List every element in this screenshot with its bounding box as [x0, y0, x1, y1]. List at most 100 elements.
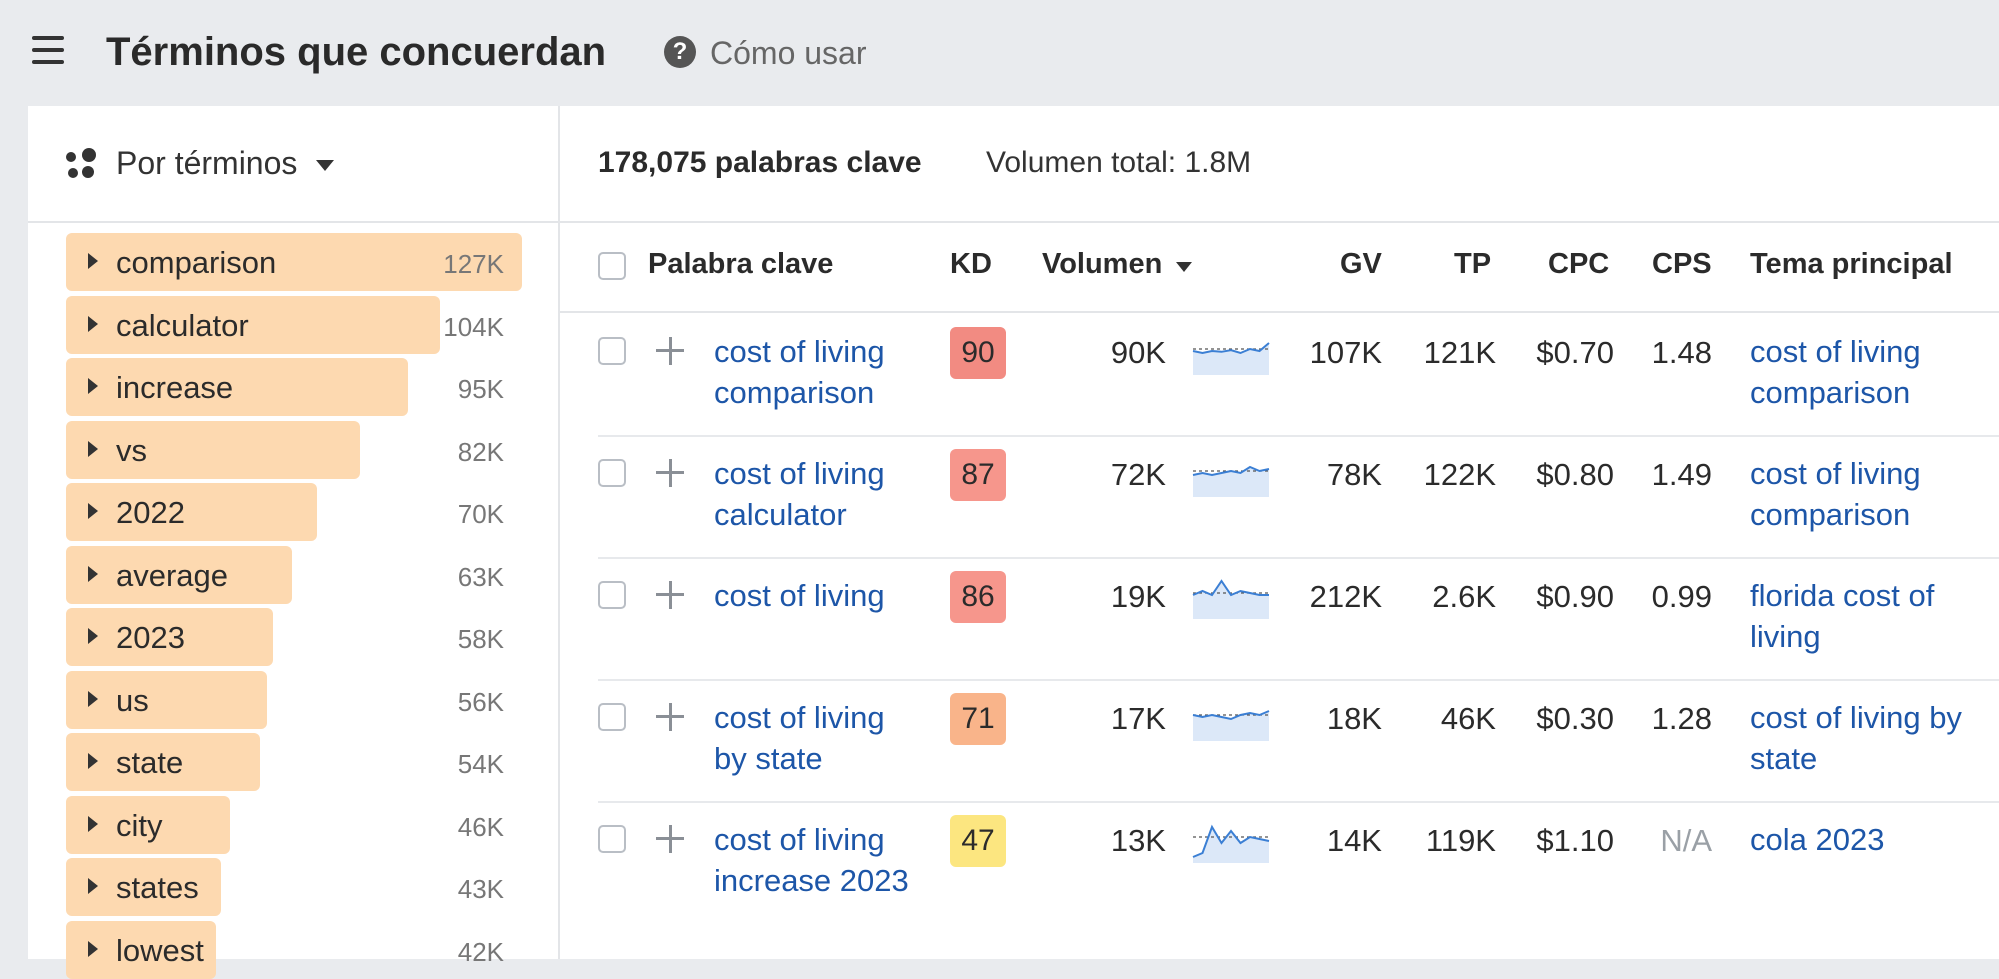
cluster-icon	[66, 148, 100, 180]
trend-line	[1192, 465, 1270, 477]
term-row[interactable]: increase 95K	[66, 358, 522, 416]
row-checkbox[interactable]	[598, 337, 626, 365]
term-row[interactable]: lowest 42K	[66, 920, 522, 979]
cpc-value: $1.10	[1536, 823, 1614, 858]
panel-divider	[558, 106, 560, 959]
expand-arrow-icon[interactable]	[88, 753, 98, 769]
add-keyword-icon[interactable]	[656, 581, 684, 609]
term-label: state	[116, 745, 184, 780]
cps-value: 0.99	[1651, 579, 1712, 614]
term-count: 54K	[457, 749, 504, 779]
term-count: 70K	[457, 499, 504, 529]
add-keyword-icon[interactable]	[656, 825, 684, 853]
parent-topic-link[interactable]: cost of living comparison	[1750, 334, 1921, 410]
row-checkbox[interactable]	[598, 703, 626, 731]
row-divider	[598, 801, 1999, 803]
cpc-value: $0.80	[1536, 457, 1614, 492]
term-count: 43K	[457, 874, 504, 904]
trend-area	[1193, 467, 1269, 497]
expand-arrow-icon[interactable]	[88, 815, 98, 832]
row-divider	[598, 435, 1999, 437]
column-header-keyword[interactable]: Palabra clave	[648, 248, 834, 280]
term-row[interactable]: comparison 127K	[66, 233, 522, 291]
trend-line	[1192, 710, 1270, 721]
term-label: 2022	[116, 495, 185, 530]
keyword-link[interactable]: cost of living comparison	[714, 334, 885, 410]
term-row[interactable]: us 56K	[66, 670, 522, 729]
column-header-cps[interactable]: CPS	[1652, 248, 1712, 280]
tp-value: 2.6K	[1432, 579, 1496, 614]
add-keyword-icon[interactable]	[656, 337, 684, 365]
parent-topic-link[interactable]: florida cost of living	[1750, 578, 1935, 654]
column-header-volume[interactable]: Volumen	[1042, 248, 1163, 280]
trend-sparkline[interactable]	[1192, 571, 1270, 619]
expand-arrow-icon[interactable]	[88, 440, 98, 457]
hamburger-menu-icon[interactable]	[32, 36, 64, 64]
parent-topic-link[interactable]: cost of living comparison	[1750, 456, 1921, 532]
parent-topic-link[interactable]: cola 2023	[1750, 822, 1885, 857]
term-row[interactable]: states 43K	[66, 858, 522, 916]
term-count: 82K	[457, 436, 504, 467]
term-volume-bar	[66, 608, 273, 666]
keyword-link[interactable]: cost of living calculator	[714, 456, 885, 532]
column-header-tp[interactable]: TP	[1454, 248, 1492, 280]
help-icon[interactable]: ?	[664, 36, 696, 68]
term-row[interactable]: city 46K	[66, 795, 522, 854]
row-divider	[598, 679, 1999, 681]
group-by-dropdown[interactable]: Por términos	[116, 145, 298, 181]
term-row[interactable]: 2023 58K	[66, 608, 522, 666]
term-row[interactable]: calculator 104K	[66, 295, 522, 354]
term-label: 2023	[116, 620, 185, 655]
trend-sparkline[interactable]	[1192, 327, 1270, 375]
keyword-link[interactable]: cost of living	[714, 578, 885, 613]
term-row[interactable]: 2022 70K	[66, 483, 522, 541]
row-checkbox[interactable]	[598, 825, 626, 853]
column-header-topic[interactable]: Tema principal	[1750, 248, 1953, 280]
sort-desc-icon[interactable]	[1176, 262, 1192, 272]
trend-line	[1192, 579, 1269, 597]
expand-arrow-icon[interactable]	[88, 940, 98, 957]
expand-arrow-icon[interactable]	[88, 565, 98, 582]
trend-sparkline[interactable]	[1192, 815, 1270, 863]
trend-area	[1193, 711, 1269, 741]
parent-topic-link[interactable]: cost of living by state	[1750, 700, 1962, 776]
expand-arrow-icon[interactable]	[88, 378, 98, 394]
term-count: 95K	[457, 374, 504, 404]
column-header-kd[interactable]: KD	[950, 248, 992, 280]
kd-badge: 87	[950, 449, 1006, 501]
chevron-down-icon[interactable]	[316, 160, 334, 171]
expand-arrow-icon[interactable]	[88, 878, 98, 894]
how-to-use-link[interactable]: Cómo usar	[710, 35, 867, 71]
gv-value: 78K	[1326, 457, 1382, 492]
add-keyword-icon[interactable]	[656, 459, 684, 487]
trend-sparkline[interactable]	[1192, 449, 1270, 497]
row-checkbox[interactable]	[598, 581, 626, 609]
keyword-link[interactable]: cost of living by state	[714, 700, 885, 776]
term-count: 58K	[457, 624, 504, 654]
expand-arrow-icon[interactable]	[88, 253, 98, 269]
expand-arrow-icon[interactable]	[88, 628, 98, 644]
trend-sparkline[interactable]	[1192, 693, 1270, 741]
cps-value: 1.48	[1651, 335, 1712, 370]
add-keyword-icon[interactable]	[656, 703, 684, 731]
volume-value: 90K	[1110, 335, 1166, 370]
term-volume-bar	[66, 420, 360, 479]
tp-value: 121K	[1423, 335, 1496, 370]
term-row[interactable]: state 54K	[66, 733, 522, 791]
expand-arrow-icon[interactable]	[88, 503, 98, 519]
term-count: 104K	[443, 311, 504, 342]
gv-value: 14K	[1326, 823, 1382, 858]
term-count: 46K	[457, 811, 504, 842]
keyword-link[interactable]: cost of living increase 2023	[714, 822, 909, 898]
select-all-checkbox[interactable]	[598, 252, 626, 280]
row-checkbox[interactable]	[598, 459, 626, 487]
term-volume-bar	[66, 295, 440, 354]
expand-arrow-icon[interactable]	[88, 690, 98, 707]
column-header-cpc[interactable]: CPC	[1548, 248, 1610, 280]
expand-arrow-icon[interactable]	[88, 315, 98, 332]
term-row[interactable]: average 63K	[66, 545, 522, 604]
term-row[interactable]: vs 82K	[66, 420, 522, 479]
term-label: states	[116, 870, 199, 905]
column-header-gv[interactable]: GV	[1340, 248, 1382, 280]
term-volume-bar	[66, 670, 267, 729]
